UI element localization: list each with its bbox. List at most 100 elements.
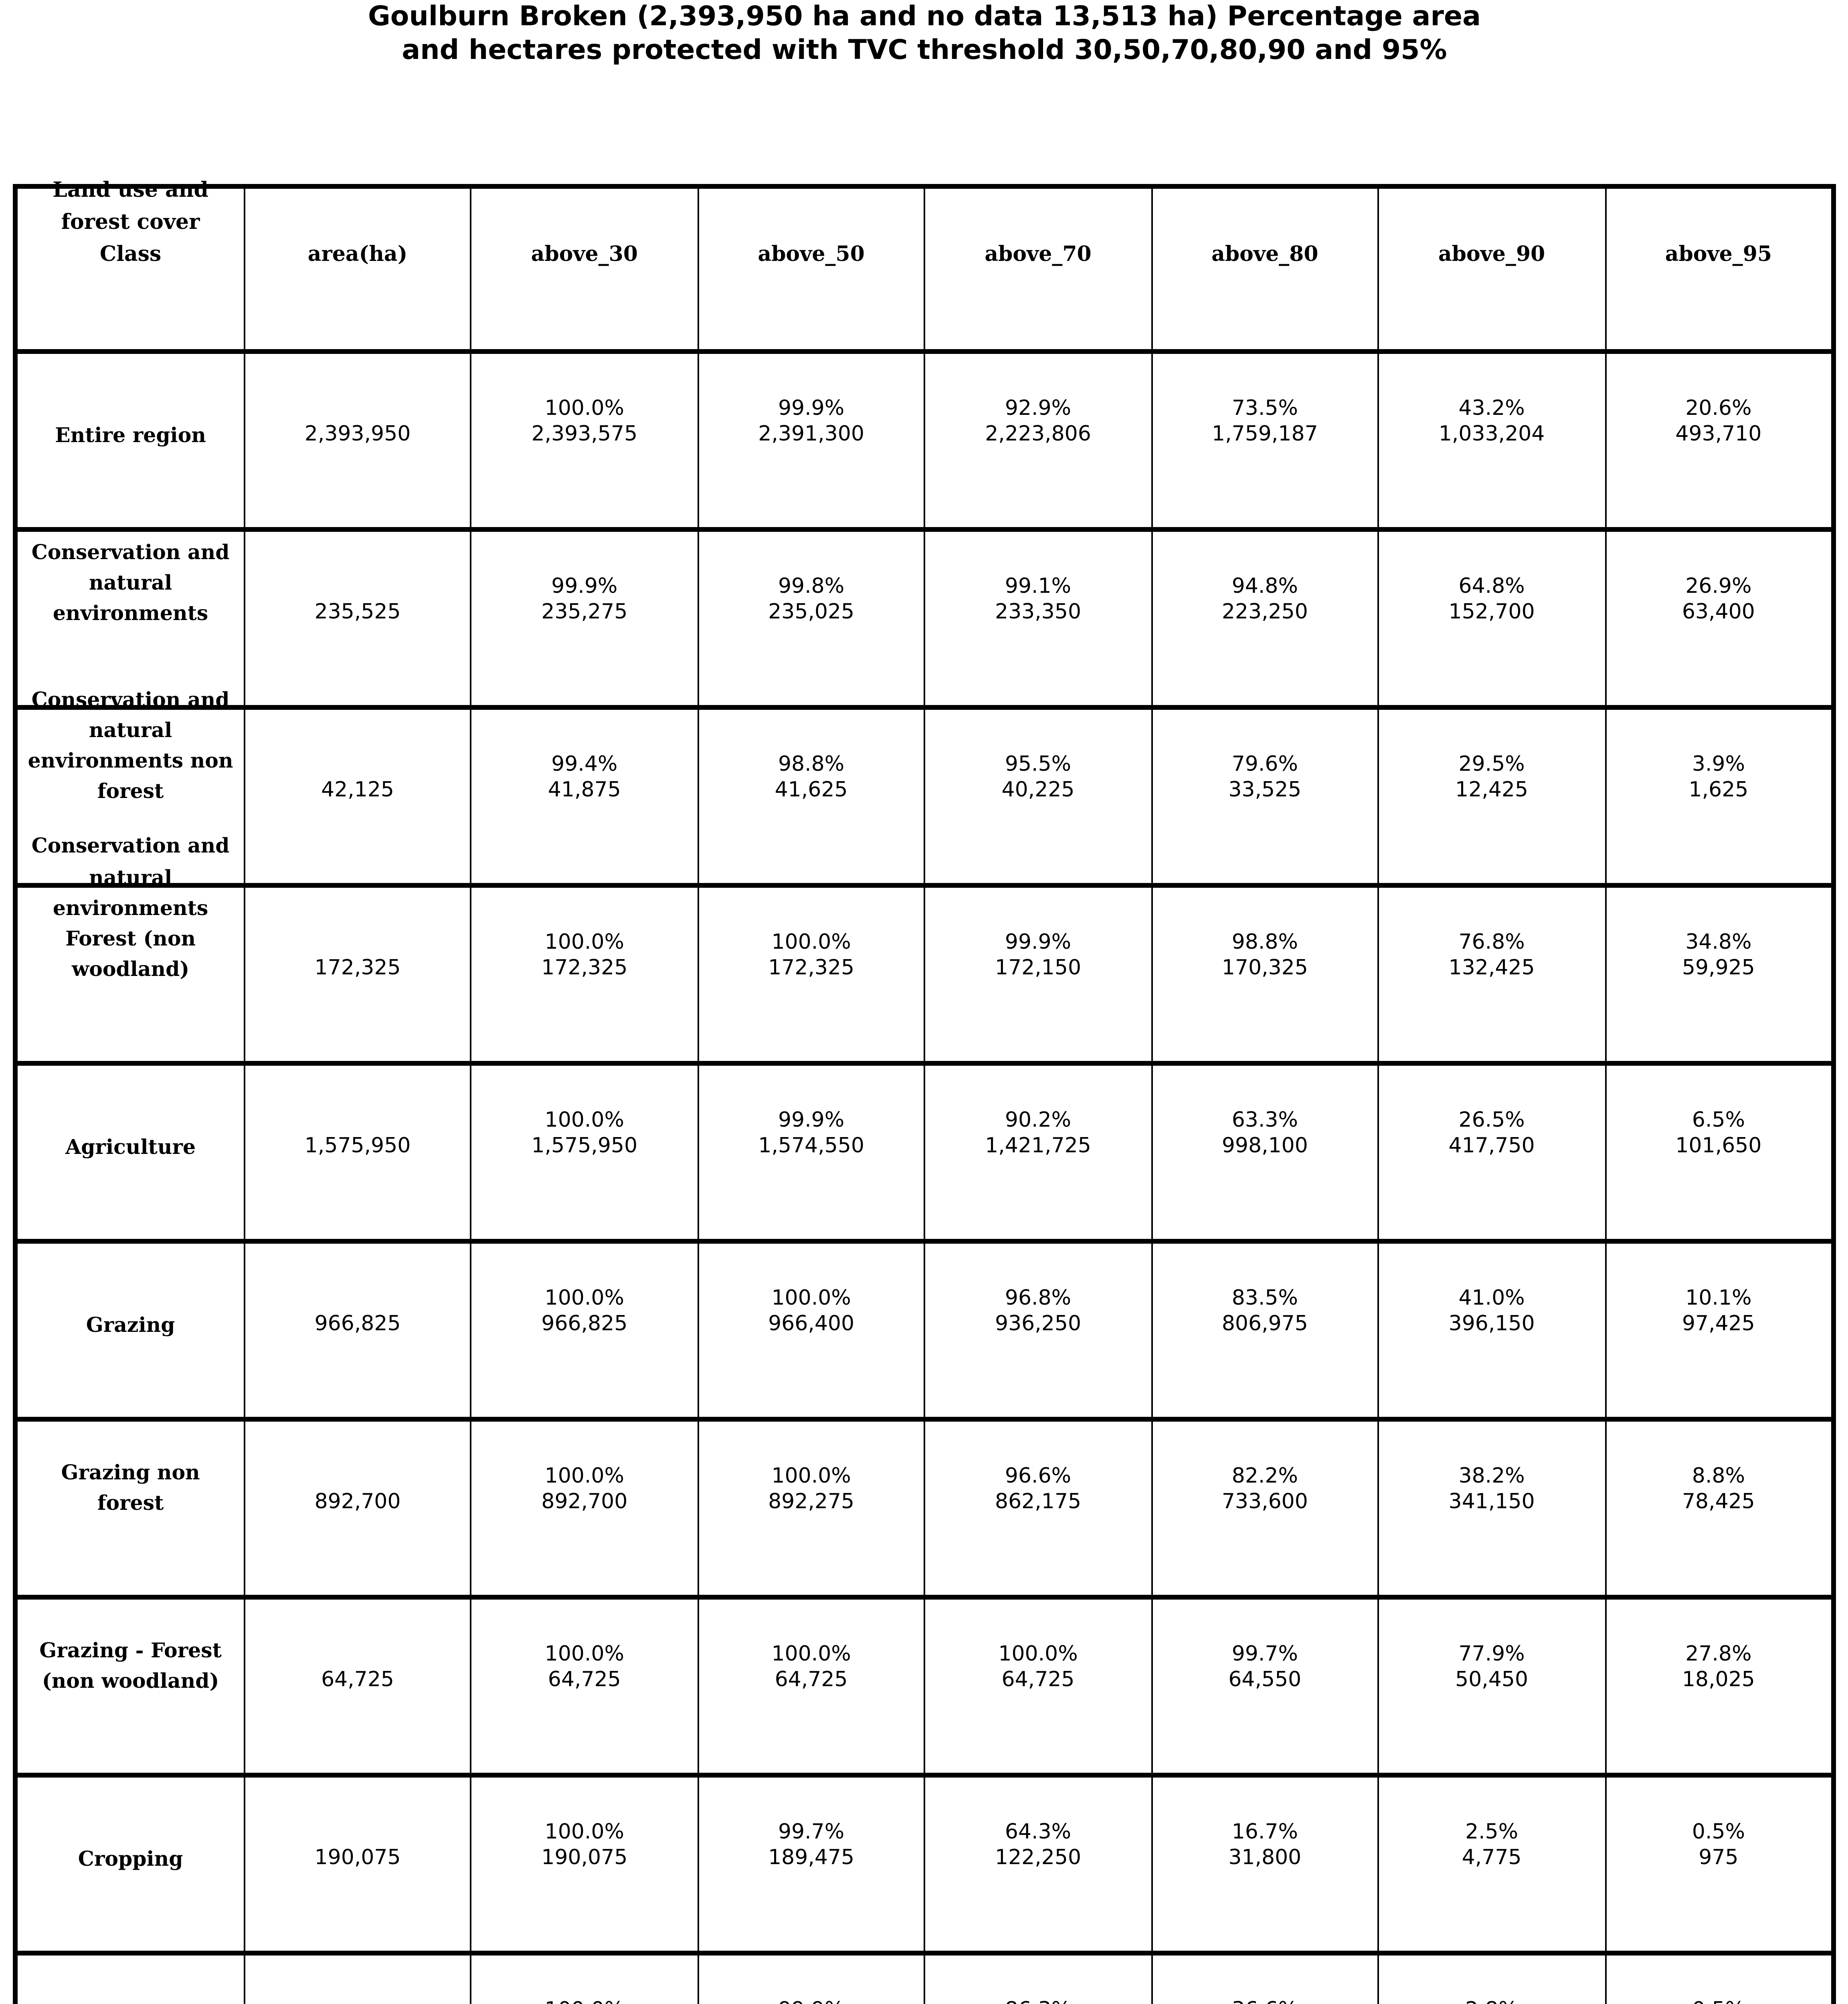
- table-cell: 3.9% 1,625: [1604, 710, 1831, 883]
- row-label-cell: Cropping: [78, 1846, 183, 1871]
- table-row: Grazing non forest 892,700 100.0% 892,700…: [18, 1417, 1831, 1595]
- row-label-cell: Entire region: [55, 423, 206, 447]
- table-cell: 99.9% 2,391,300: [697, 354, 924, 527]
- area-cell: 235,525: [243, 532, 470, 705]
- table-cell: 100.0% 966,825: [470, 1244, 697, 1417]
- area-cell: 190,075: [243, 1778, 470, 1951]
- table-cell: 94.8% 223,250: [1150, 532, 1377, 705]
- table-cell: 95.5% 40,225: [924, 710, 1151, 883]
- table-row: Grazing 966,825 100.0% 966,825 100.0% 966,…: [18, 1239, 1831, 1417]
- table-cell: 96.6% 862,175: [924, 1422, 1151, 1595]
- table-cell: 0.5% 975: [1604, 1778, 1831, 1951]
- table-body: Entire region 2,393,950 100.0% 2,393,575 …: [18, 349, 1831, 2004]
- table-cell: 34.8% 59,925: [1604, 888, 1831, 1061]
- table-cell: 100.0% 172,325: [470, 888, 697, 1061]
- row-label-cell: Conservation and natural environments: [31, 539, 230, 625]
- table-cell: 100.0% 892,275: [697, 1422, 924, 1595]
- col-header-above-95: above_95: [1604, 189, 1831, 349]
- table-cell: 99.9% 235,275: [470, 532, 697, 705]
- table-cell: 99.4% 41,875: [470, 710, 697, 883]
- table-header-row: Land use and forest cover Class area(ha)…: [18, 179, 1831, 349]
- table-cell: 99.8% 235,025: [697, 532, 924, 705]
- area-cell: 1,575,950: [243, 1066, 470, 1239]
- table-cell: 100.0% 966,400: [697, 1244, 924, 1417]
- table-row: Conservation and natural environments no…: [18, 687, 1831, 883]
- table-cell: 98.8% 170,325: [1150, 888, 1377, 1061]
- area-cell: 892,700: [243, 1422, 470, 1595]
- table-cell: 99.7% 64,550: [1150, 1600, 1377, 1773]
- table-cell: 99.7% 189,475: [697, 1778, 924, 1951]
- col-header-above-50: above_50: [697, 189, 924, 349]
- table-cell: 100.0% 64,725: [924, 1600, 1151, 1773]
- table-row: Cropping 190,075 100.0% 190,075 99.7% 189,…: [18, 1773, 1831, 1951]
- table-row: Agriculture 1,575,950 100.0% 1,575,950 99…: [18, 1061, 1831, 1239]
- area-cell: 42,125: [243, 710, 470, 883]
- col-header-class: Land use and forest cover Class: [18, 179, 243, 349]
- table-cell: 100.0% 64,725: [470, 1600, 697, 1773]
- table-cell: 73.5% 1,759,187: [1150, 354, 1377, 527]
- table-cell: 86.3%351,125: [924, 1956, 1151, 2004]
- table-cell: 79.6% 33,525: [1150, 710, 1377, 883]
- table-cell: 76.8% 132,425: [1377, 888, 1604, 1061]
- row-label-cell: Grazing: [86, 1313, 175, 1337]
- table-cell: 100.0% 172,325: [697, 888, 924, 1061]
- table-cell: 100.0% 892,700: [470, 1422, 697, 1595]
- table-cell: 100.0% 2,393,575: [470, 354, 697, 527]
- table-cell: 0.5%1,875: [1604, 1956, 1831, 2004]
- data-table: Land use and forest cover Class area(ha)…: [13, 179, 1836, 2004]
- table-cell: 64.8% 152,700: [1377, 532, 1604, 705]
- table-cell: 8.8% 78,425: [1604, 1422, 1831, 1595]
- table-cell: 96.8% 936,250: [924, 1244, 1151, 1417]
- row-label-cell: Conservation and natural environments Fo…: [31, 834, 230, 981]
- table-cell: 16.7% 31,800: [1150, 1778, 1377, 1951]
- area-cell: 406,775: [243, 1956, 470, 2004]
- table-cell: 41.0% 396,150: [1377, 1244, 1604, 1417]
- table-cell: 98.8% 41,625: [697, 710, 924, 883]
- table-cell: 82.2% 733,600: [1150, 1422, 1377, 1595]
- table-cell: 99.9% 172,150: [924, 888, 1151, 1061]
- row-label-cell: Grazing - Forest (non woodland): [39, 1638, 222, 1693]
- title-line-2: and hectares protected with TVC threshol…: [402, 35, 1447, 67]
- table-cell: 99.9% 1,574,550: [697, 1066, 924, 1239]
- table-cell: 92.9% 2,223,806: [924, 354, 1151, 527]
- row-label-cell: Grazing non forest: [61, 1460, 200, 1515]
- col-header-above-70: above_70: [924, 189, 1151, 349]
- table-cell: 6.5% 101,650: [1604, 1066, 1831, 1239]
- table-cell: 100.0% 190,075: [470, 1778, 697, 1951]
- col-header-above-30: above_30: [470, 189, 697, 349]
- table-cell: 100.0%406,775: [470, 1956, 697, 2004]
- table-cell: 100.0% 1,575,950: [470, 1066, 697, 1239]
- table-row: Conservation and natural environments 23…: [18, 527, 1831, 705]
- col-header-above-90: above_90: [1377, 189, 1604, 349]
- table-cell: 29.5% 12,425: [1377, 710, 1604, 883]
- table-cell: 10.1% 97,425: [1604, 1244, 1831, 1417]
- col-header-above-80: above_80: [1150, 189, 1377, 349]
- area-cell: 172,325: [243, 888, 470, 1061]
- table-cell: 64.3% 122,250: [924, 1778, 1151, 1951]
- table-cell: 38.2% 341,150: [1377, 1422, 1604, 1595]
- area-cell: 64,725: [243, 1600, 470, 1773]
- table-cell: 20.6% 493,710: [1604, 354, 1831, 527]
- row-label-cell: Conservation and natural environments no…: [28, 687, 233, 803]
- title-line-1: Goulburn Broken (2,393,950 ha and no dat…: [368, 1, 1481, 33]
- table-cell: 83.5% 806,975: [1150, 1244, 1377, 1417]
- table-cell: 43.2% 1,033,204: [1377, 354, 1604, 527]
- table-cell: 26.5% 417,750: [1377, 1066, 1604, 1239]
- table-cell: 99.9%406,400: [697, 1956, 924, 2004]
- table-row: Irrigation 406,775 100.0%406,775 99.9%40…: [18, 1951, 1831, 2004]
- area-cell: 2,393,950: [243, 354, 470, 527]
- row-label-cell: Irrigation: [18, 1956, 243, 2004]
- area-cell: 966,825: [243, 1244, 470, 1417]
- table-cell: 27.8% 18,025: [1604, 1600, 1831, 1773]
- table-row: Grazing - Forest (non woodland) 64,725 1…: [18, 1595, 1831, 1773]
- table-cell: 90.2% 1,421,725: [924, 1066, 1151, 1239]
- table-cell: 99.1% 233,350: [924, 532, 1151, 705]
- table-cell: 100.0% 64,725: [697, 1600, 924, 1773]
- table-cell: 2.5% 4,775: [1377, 1778, 1604, 1951]
- table-cell: 63.3% 998,100: [1150, 1066, 1377, 1239]
- table-row: Entire region 2,393,950 100.0% 2,393,575 …: [18, 349, 1831, 527]
- page-title: Goulburn Broken (2,393,950 ha and no dat…: [0, 1, 1848, 69]
- table-cell: 2.8%11,425: [1377, 1956, 1604, 2004]
- table-cell: 36.6%148,725: [1150, 1956, 1377, 2004]
